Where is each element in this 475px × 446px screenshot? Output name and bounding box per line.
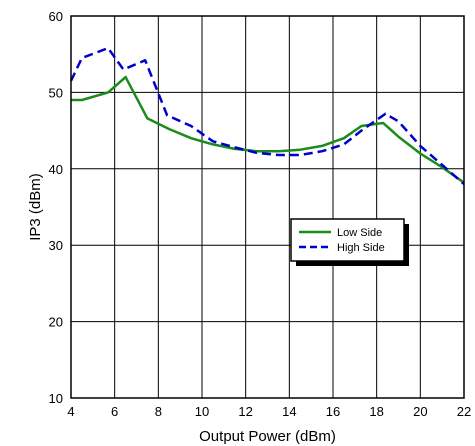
legend-label-low-side: Low Side xyxy=(337,227,382,239)
x-tick-12: 12 xyxy=(238,404,252,419)
y-tick-10: 10 xyxy=(49,391,63,406)
x-tick-14: 14 xyxy=(282,404,296,419)
x-axis-label: Output Power (dBm) xyxy=(199,428,336,445)
x-tick-10: 10 xyxy=(195,404,209,419)
tick-labels: 4 6 8 10 12 14 16 18 20 22 10 20 30 40 50 60 xyxy=(49,9,472,419)
y-tick-30: 30 xyxy=(49,238,63,253)
x-tick-8: 8 xyxy=(155,404,162,419)
y-tick-40: 40 xyxy=(49,162,63,177)
x-tick-16: 16 xyxy=(326,404,340,419)
y-tick-60: 60 xyxy=(49,9,63,24)
x-tick-22: 22 xyxy=(457,404,471,419)
x-tick-20: 20 xyxy=(413,404,427,419)
grid xyxy=(71,16,464,398)
x-tick-4: 4 xyxy=(67,404,74,419)
series-line-low-side xyxy=(71,75,465,184)
y-tick-50: 50 xyxy=(49,85,63,100)
legend-box xyxy=(290,218,405,262)
series-line-high-side xyxy=(69,46,465,186)
x-tick-6: 6 xyxy=(111,404,118,419)
y-axis-label: IP3 (dBm) xyxy=(27,173,44,241)
y-tick-20: 20 xyxy=(49,315,63,330)
x-tick-18: 18 xyxy=(369,404,383,419)
plot-frame xyxy=(70,15,465,399)
series-lines xyxy=(69,46,465,186)
legend-label-high-side: High Side xyxy=(337,242,385,254)
legend: Low Side High Side xyxy=(290,218,409,266)
